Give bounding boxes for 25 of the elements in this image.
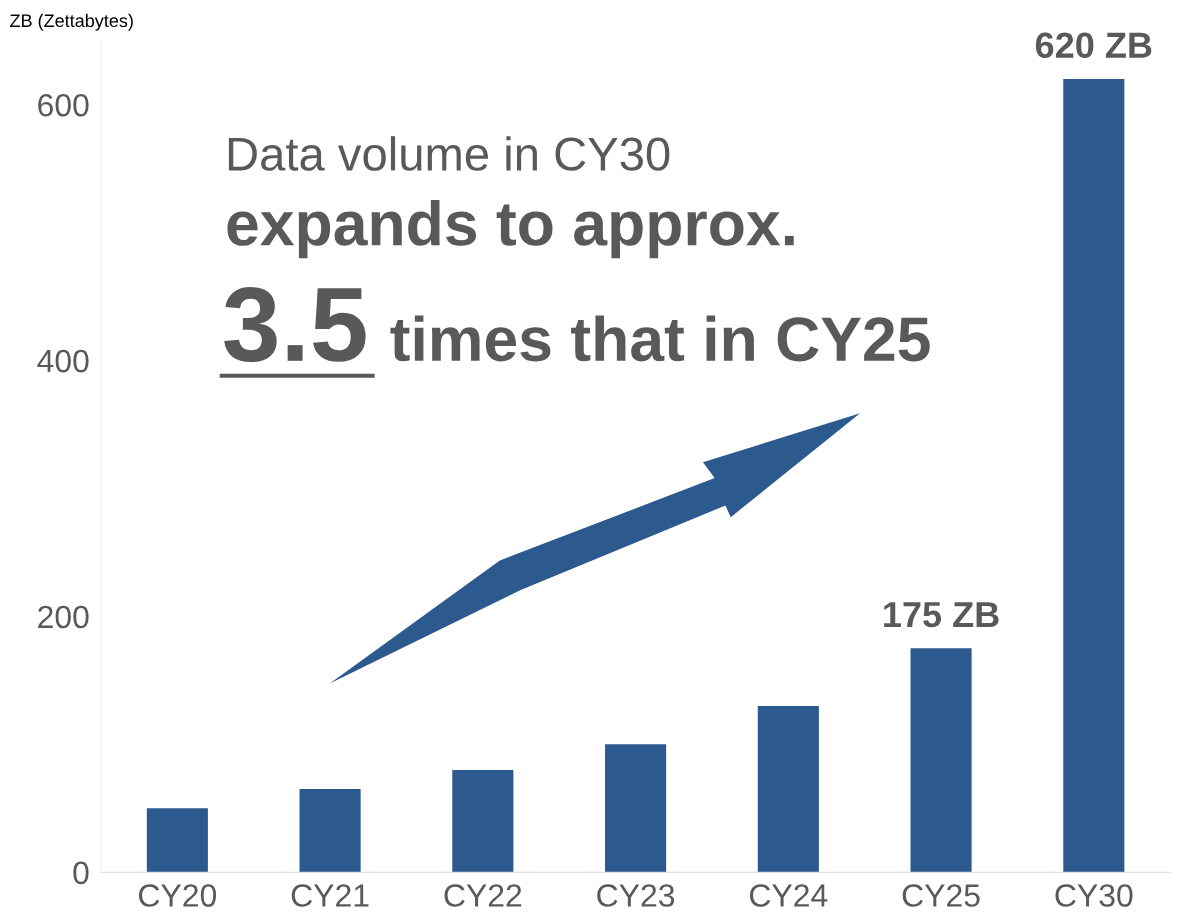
- x-tick-label: CY24: [749, 884, 828, 907]
- bar: [299, 789, 361, 873]
- x-tick-label: CY22: [444, 884, 522, 907]
- annotation: expands to approx.: [227, 199, 794, 259]
- bar: [910, 648, 972, 873]
- x-tick-label: CY21: [291, 884, 369, 907]
- y-tick-label: 0: [73, 861, 89, 885]
- bar: [605, 744, 667, 873]
- data-label: 175 ZB: [884, 602, 999, 628]
- data-label: 620 ZB: [1035, 32, 1152, 59]
- x-tick-label: CY30: [1055, 884, 1133, 907]
- y-tick-label: 600: [38, 93, 89, 117]
- annotation: 3.5: [224, 287, 366, 363]
- annotation: times that in CY25: [390, 315, 930, 362]
- x-tick-label: CY20: [139, 884, 217, 907]
- annotation: Data volume in CY30: [228, 136, 670, 171]
- bar: [1063, 79, 1125, 873]
- bar: [146, 808, 208, 873]
- x-tick-label: CY25: [902, 884, 980, 907]
- y-tick-label: 200: [38, 605, 89, 629]
- x-tick-label: CY23: [597, 884, 675, 907]
- bar: [757, 705, 819, 873]
- y-axis-title: ZB (Zettabytes): [10, 13, 133, 31]
- y-tick-label: 400: [37, 349, 89, 373]
- bar: [452, 769, 514, 873]
